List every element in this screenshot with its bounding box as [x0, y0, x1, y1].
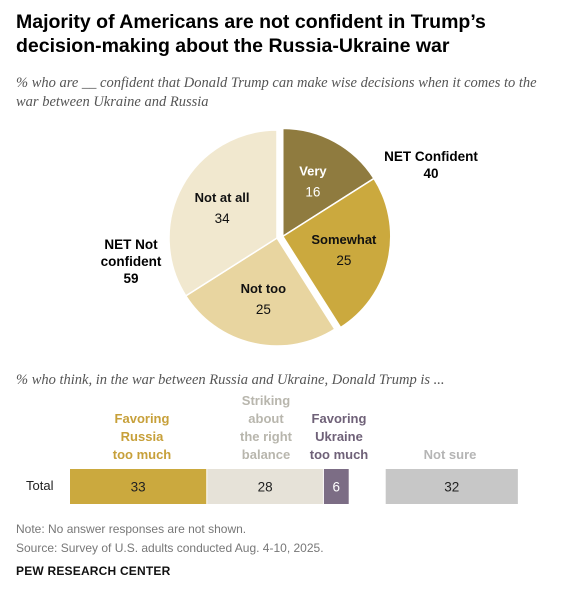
- pie-value-not-at-all: 34: [215, 211, 231, 226]
- net-confident-label: NET Confident: [376, 148, 486, 165]
- pie-label-somewhat: Somewhat: [311, 232, 377, 247]
- net-confident-value: 40: [376, 165, 486, 182]
- pie-value-very: 16: [305, 184, 320, 199]
- pie-value-somewhat: 25: [336, 253, 351, 268]
- pie-label-not-too: Not too: [241, 281, 287, 296]
- note-text: Note: No answer responses are not shown.: [16, 520, 324, 539]
- pew-logo: PEW RESEARCH CENTER: [16, 564, 170, 578]
- bar-value-favoring-ukraine: 6: [333, 480, 341, 495]
- chart-title: Majority of Americans are not confident …: [16, 10, 556, 58]
- pie-subtitle: % who are __ confident that Donald Trump…: [16, 74, 556, 112]
- pie-label-not-at-all: Not at all: [195, 190, 250, 205]
- legend-favoring-ukraine: Favoring Ukraine too much: [294, 410, 384, 464]
- pie-label-very: Very: [299, 163, 327, 178]
- bar-value-favoring-russia: 33: [131, 480, 146, 495]
- net-confident-annotation: NET Confident 40: [376, 148, 486, 182]
- pie-value-not-too: 25: [256, 302, 271, 317]
- stacked-bar-chart: 33 28 6 32: [0, 460, 566, 510]
- bar-subtitle: % who think, in the war between Russia a…: [16, 371, 556, 390]
- footnote: Note: No answer responses are not shown.…: [16, 520, 324, 558]
- legend-favoring-russia: Favoring Russia too much: [92, 410, 192, 464]
- bar-value-right-balance: 28: [258, 480, 273, 495]
- net-not-confident-value: 59: [86, 270, 176, 287]
- net-not-confident-annotation: NET Not confident 59: [86, 236, 176, 287]
- net-not-confident-label: NET Not confident: [86, 236, 176, 270]
- source-text: Source: Survey of U.S. adults conducted …: [16, 539, 324, 558]
- bar-value-not-sure: 32: [444, 480, 459, 495]
